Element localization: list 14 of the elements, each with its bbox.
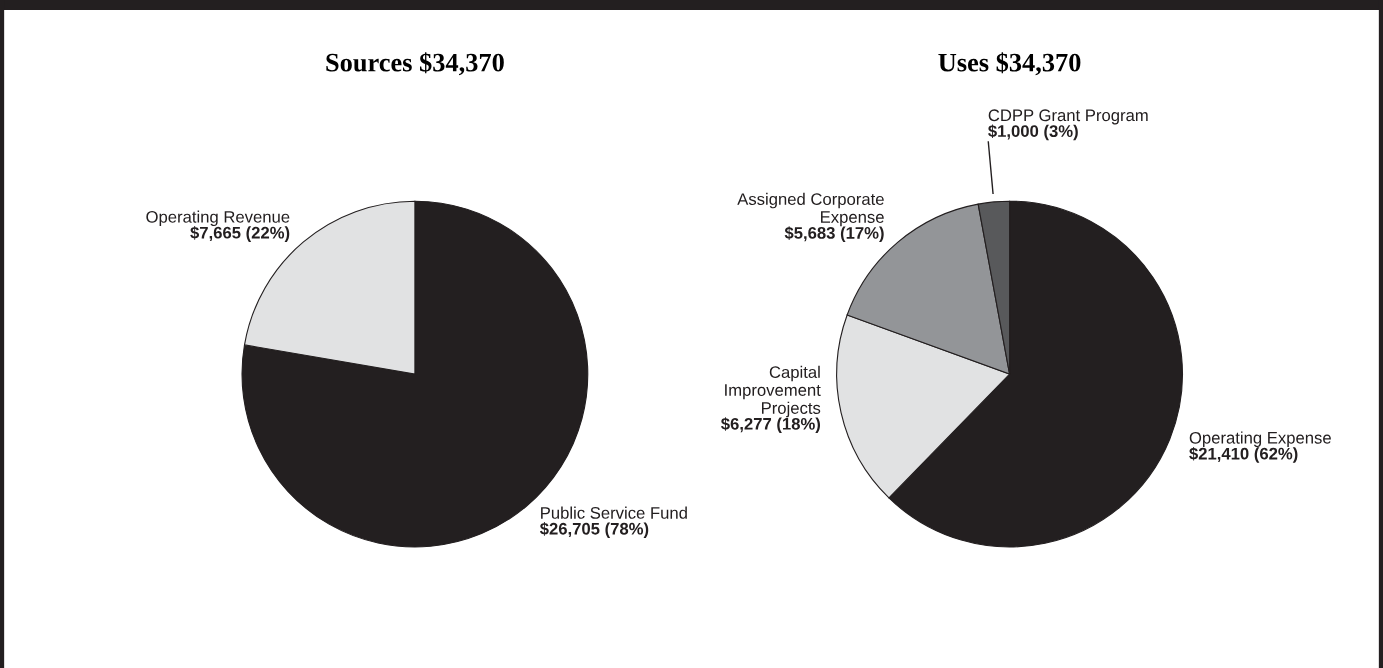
data-label: $26,705 (78%) [539,522,649,538]
slice-label: Capital Improvement Projects [725,365,821,418]
chart-title: Sources $34,370 [326,52,504,76]
slice-label: Assigned Corporate Expense [737,192,884,227]
data-label: $6,277 (18%) [721,417,821,434]
data-label: $7,665 (22%) [190,226,290,242]
slice-label: Operating Revenue [146,210,290,227]
data-label: $21,410 (62%) [1189,447,1298,463]
slice-label: Public Service Fund [541,506,687,519]
data-label: $5,683 (17%) [784,226,884,243]
chart-title: Uses $34,370 [938,52,1081,76]
data-label: $1,000 (3%) [988,124,1078,141]
slice-label: Operating Expense [1189,431,1331,448]
slice-label: CDPP Grant Program [988,109,1148,125]
